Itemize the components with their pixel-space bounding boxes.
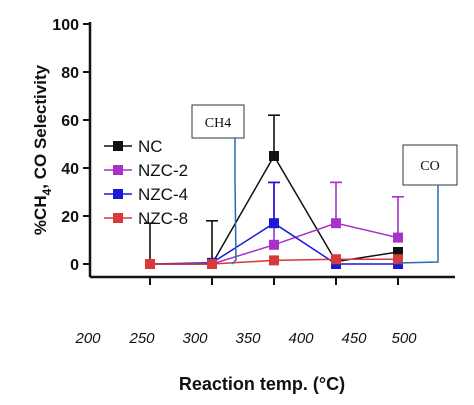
legend-label: NC (138, 137, 163, 156)
co-callout-box (402, 144, 458, 186)
data-point (269, 151, 279, 161)
legend-label: NZC-2 (138, 161, 188, 180)
legend-label: NZC-8 (138, 209, 188, 228)
x-axis-label: Reaction temp. (°C) (179, 374, 345, 394)
co-leader-line (397, 185, 439, 264)
y-tick-label: 40 (61, 161, 79, 178)
legend-marker (113, 141, 123, 151)
data-point (393, 254, 403, 265)
legend-marker (113, 165, 123, 175)
x-tick-label: 200 (74, 330, 101, 347)
data-point (207, 259, 217, 269)
data-point (393, 232, 403, 243)
x-tick-label: 400 (288, 330, 314, 347)
co-callout-label: CO (420, 159, 439, 174)
data-point (269, 239, 279, 250)
x-tick-label: 350 (235, 330, 261, 347)
ch4-leader-line (231, 138, 237, 265)
legend-label: NZC-4 (138, 185, 188, 204)
series-nzc-8 (145, 254, 403, 269)
data-point (269, 218, 279, 229)
data-point (145, 259, 155, 269)
ch4-callout-box (191, 104, 245, 139)
x-ticks: 200 250 300 350 400 450 500 (74, 277, 417, 347)
data-point (269, 255, 279, 266)
x-tick-label: 250 (128, 330, 155, 347)
y-tick-label: 20 (61, 209, 79, 226)
y-axis-label: %CH4, CO Selectivity (31, 64, 54, 235)
data-point (331, 218, 341, 229)
legend-marker (113, 213, 123, 223)
y-ticks: 0 20 40 60 80 100 (52, 17, 90, 274)
series-group (144, 114, 404, 269)
ch4-callout-label: CH4 (205, 116, 231, 131)
data-point (331, 254, 341, 265)
y-tick-label: 100 (52, 17, 79, 34)
x-tick-label: 300 (182, 330, 208, 347)
x-tick-label: 450 (341, 330, 367, 347)
y-tick-label: 60 (61, 113, 79, 130)
callouts: CH4 CO (191, 104, 458, 265)
y-tick-label: 0 (70, 257, 79, 274)
legend-marker (113, 189, 123, 199)
x-tick-label: 500 (391, 330, 417, 347)
data-point (393, 247, 403, 257)
legend: NC NZC-2 NZC-4 NZC-8 (104, 137, 188, 228)
y-tick-label: 80 (61, 65, 79, 82)
